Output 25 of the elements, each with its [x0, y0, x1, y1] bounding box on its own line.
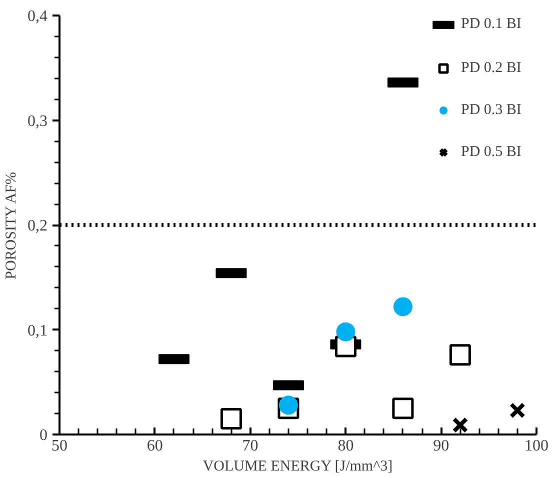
x-tick-label: 90	[433, 438, 450, 454]
point	[393, 297, 412, 316]
y-axis-title: POROSITY AF%	[4, 172, 20, 280]
legend-label: PD 0.5 BI	[461, 143, 522, 161]
x-tick-label: 70	[242, 438, 258, 454]
point	[278, 396, 298, 415]
y-tick-label: 0	[40, 427, 48, 444]
legend-label: PD 0.1 BI	[461, 15, 522, 33]
y-tick-label: 0,2	[28, 218, 48, 234]
legend-label: PD 0.2 BI	[461, 59, 522, 77]
point	[392, 398, 414, 420]
point	[509, 402, 526, 418]
x-tick-label: 50	[52, 438, 68, 454]
point	[449, 344, 471, 366]
x-tick-label: 100	[524, 438, 548, 454]
y-tick-label: 0,3	[28, 112, 48, 130]
x-tick-label: 80	[338, 438, 354, 454]
x-tick-label: 60	[146, 438, 163, 454]
x-axis-title: VOLUME ENERGY [J/mm^3]	[202, 458, 393, 474]
y-tick-label: 0,1	[28, 322, 48, 340]
legend-label: PD 0.3 BI	[461, 101, 522, 119]
point	[452, 417, 468, 434]
point	[220, 408, 242, 430]
point	[336, 322, 356, 342]
y-tick-label: 0,4	[28, 8, 48, 25]
